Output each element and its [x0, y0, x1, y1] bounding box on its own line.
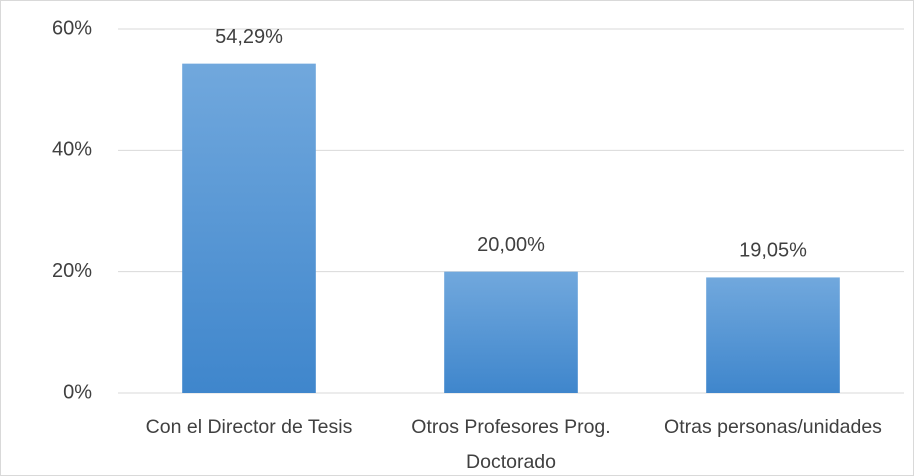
bar — [706, 277, 840, 393]
y-tick-label: 40% — [52, 139, 92, 161]
y-tick-label: 60% — [52, 17, 92, 39]
x-tick-label: Otros Profesores Prog. Doctorado — [411, 416, 611, 473]
x-tick-label: Otras personas/unidades — [664, 416, 882, 438]
y-tick-label: 0% — [63, 381, 92, 403]
x-tick-label: Con el Director de Tesis — [145, 416, 353, 438]
bar — [444, 271, 578, 393]
data-label: 54,29% — [215, 26, 283, 48]
y-tick-label: 20% — [52, 260, 92, 282]
data-label: 19,05% — [739, 240, 807, 262]
bar — [182, 63, 316, 394]
data-label: 20,00% — [477, 234, 545, 256]
